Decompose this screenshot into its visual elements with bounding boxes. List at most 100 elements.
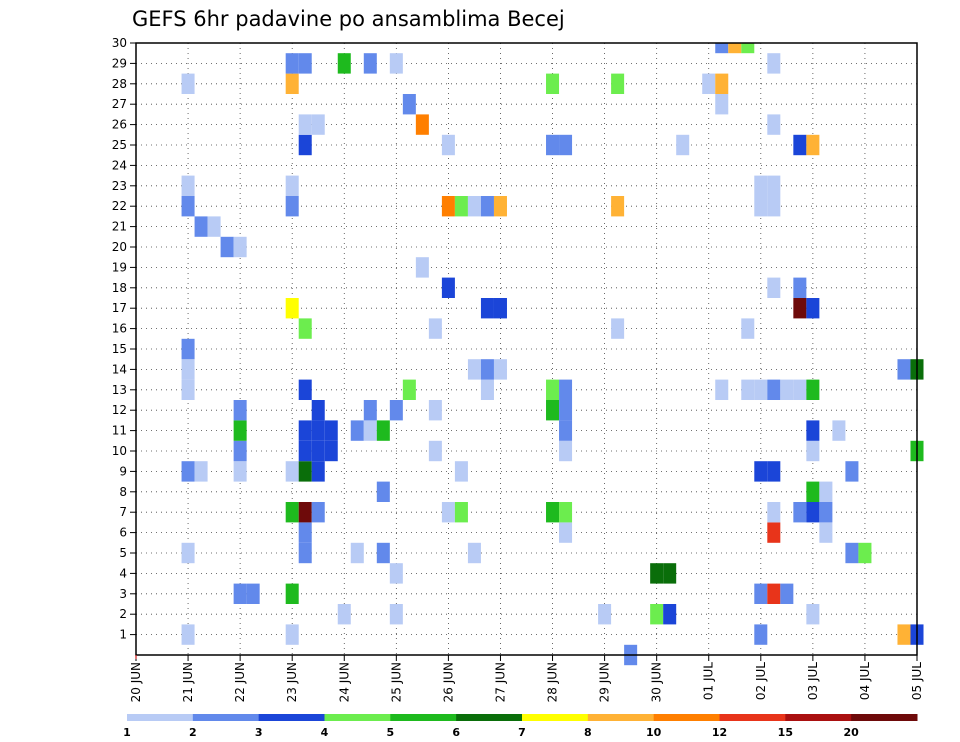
y-tick-label: 12 <box>112 403 127 417</box>
data-cell <box>663 563 677 584</box>
data-cell <box>233 583 247 604</box>
data-cell <box>181 175 195 196</box>
data-cell <box>181 379 195 400</box>
data-cell <box>741 43 755 54</box>
y-axis-ticks: 1234567891011121314151617181920212223242… <box>112 36 136 642</box>
data-cell <box>611 196 625 217</box>
data-cell <box>806 379 820 400</box>
data-cell <box>611 318 625 339</box>
data-cell <box>454 196 468 217</box>
data-cell <box>285 502 299 523</box>
data-cell <box>298 134 312 156</box>
data-cell <box>311 420 325 441</box>
colorbar-label: 20 <box>844 726 860 739</box>
data-cell <box>402 94 416 115</box>
y-tick-label: 1 <box>119 628 127 642</box>
data-cell <box>767 196 781 217</box>
data-cell <box>181 359 195 380</box>
colorbar-segment <box>522 714 589 721</box>
data-cell <box>298 461 312 482</box>
data-cell <box>415 257 429 278</box>
data-cell <box>285 624 299 645</box>
data-cell <box>754 196 768 217</box>
colorbar: 1 2 3 4 5 6 7 8 10 12 15 20 <box>123 714 918 739</box>
data-cell <box>233 420 247 441</box>
y-tick-label: 14 <box>112 362 127 376</box>
x-tick-label: 23 JUN <box>285 662 299 702</box>
data-cell <box>806 298 820 319</box>
data-cell <box>715 73 729 94</box>
data-cell <box>845 461 859 482</box>
data-cell <box>559 420 573 441</box>
y-tick-label: 15 <box>112 342 127 356</box>
data-cell <box>741 318 755 339</box>
y-tick-label: 5 <box>119 546 127 560</box>
data-cell <box>246 583 260 604</box>
data-cell <box>441 196 455 217</box>
x-tick-label: 25 JUN <box>389 662 403 702</box>
colorbar-label: 1 <box>123 726 131 739</box>
y-tick-label: 17 <box>112 301 127 315</box>
y-tick-label: 19 <box>112 260 127 274</box>
data-cell <box>298 114 312 135</box>
data-cell <box>546 73 560 94</box>
colorbar-label: 15 <box>778 726 793 739</box>
data-cell <box>767 502 781 523</box>
data-cell <box>363 400 377 421</box>
data-cell <box>233 236 247 258</box>
data-cell <box>311 502 325 523</box>
x-tick-label: 27 JUN <box>493 662 507 702</box>
y-tick-label: 7 <box>119 505 127 519</box>
data-cell <box>715 94 729 115</box>
y-tick-label: 22 <box>112 199 127 213</box>
data-cell <box>376 420 390 441</box>
data-cell <box>819 502 833 523</box>
data-cell <box>546 400 560 421</box>
data-cell <box>559 502 573 523</box>
data-cell <box>181 338 195 360</box>
y-tick-label: 20 <box>112 240 127 254</box>
y-tick-label: 8 <box>119 485 127 499</box>
data-cell <box>767 379 781 400</box>
data-cell <box>324 440 338 462</box>
data-cell <box>767 461 781 482</box>
data-cell <box>754 379 768 400</box>
data-cell <box>285 461 299 482</box>
x-tick-label: 21 JUN <box>181 662 195 702</box>
data-cell <box>793 379 807 400</box>
data-cell <box>181 73 195 94</box>
data-cell <box>181 461 195 482</box>
colorbar-segment <box>390 714 457 721</box>
colorbar-label: 2 <box>189 726 197 739</box>
data-cell <box>858 542 872 564</box>
data-cell <box>311 461 325 482</box>
data-cell <box>181 196 195 217</box>
data-cell <box>559 379 573 400</box>
data-cell <box>233 440 247 462</box>
x-tick-label: 04 JUL <box>858 662 872 700</box>
y-tick-label: 9 <box>119 464 127 478</box>
data-cell <box>559 522 573 543</box>
data-cell <box>467 359 481 380</box>
data-cell <box>767 175 781 196</box>
x-tick-label: 02 JUL <box>754 662 768 700</box>
y-tick-label: 25 <box>112 138 127 152</box>
data-cell <box>754 624 768 645</box>
y-tick-label: 11 <box>112 424 127 438</box>
data-cell <box>806 440 820 462</box>
x-tick-label: 05 JUL <box>910 662 924 700</box>
y-tick-label: 23 <box>112 179 127 193</box>
data-cell <box>559 440 573 462</box>
y-tick-label: 26 <box>112 118 127 132</box>
colorbar-label: 4 <box>321 726 329 739</box>
data-cell <box>559 134 573 156</box>
data-cell <box>285 53 299 74</box>
grid-lines <box>135 42 918 655</box>
x-tick-label: 24 JUN <box>337 662 351 702</box>
data-cell <box>793 277 807 298</box>
x-tick-label: 20 JUN <box>129 662 143 702</box>
colorbar-segment <box>127 714 194 721</box>
data-cell <box>311 114 325 135</box>
data-cell <box>207 216 221 237</box>
